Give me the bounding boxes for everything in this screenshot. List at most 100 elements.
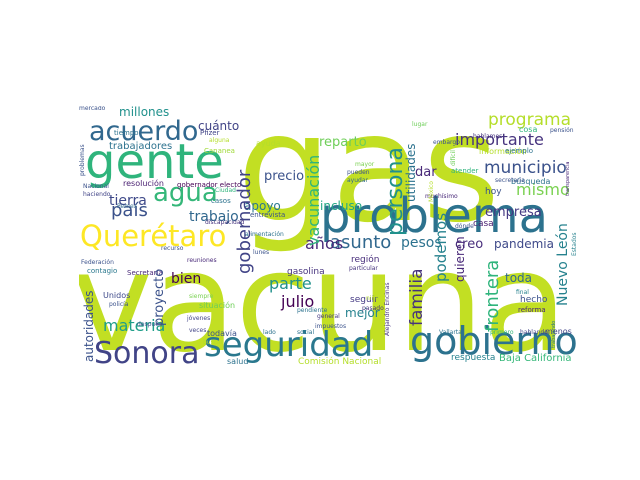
word-transparencia: transparencia [565,161,571,197]
word-alejandro-encinas: Alejandro Encinas [384,282,391,337]
word-jovenes: jóvenes [187,315,211,322]
word-trabajadores: trabajadores [109,141,173,152]
word-empresa: empresa [485,205,542,220]
word-despues: después [137,321,163,328]
word-mejor: mejor [345,306,380,320]
word-asunto: asunto [330,232,392,253]
word-julio: julio [281,292,315,311]
word-cananea: Cananea [204,147,235,155]
word-pais: país [111,200,148,221]
word-primero: primero [490,329,514,336]
word-social: social [297,329,315,336]
word-busqueda: búsqueda [511,177,551,186]
word-entrevista: entrevista [250,211,286,219]
word-podemos: podemos [432,212,450,282]
word-casos: casos [211,197,231,205]
word-trabajando: trabajando [551,320,557,348]
word-informacion: información [479,147,527,156]
word-proyecto: proyecto [152,268,167,326]
word-importante: importante [455,130,544,149]
word-donde: dónde [455,223,474,230]
word-resolucion: resolución [123,179,164,188]
word-ayudar: ayudar [347,177,368,184]
word-reforma: reforma [518,306,546,314]
word-ciudad: Ciudad [215,187,236,194]
word-mismo: mismo [516,180,570,199]
word-lugar: lugar [412,121,428,128]
word-pendiente: pendiente [297,307,328,314]
word-tierra: tierra [109,193,147,209]
word-alguna: alguna [209,137,230,144]
word-trabajo: trabajo [189,209,239,225]
word-vallarta: Vallarta [439,329,462,336]
word-apoyo: apoyo [244,199,281,213]
word-toda: toda [505,271,533,285]
word-casa: casa [473,219,494,229]
word-federacion: Federación [81,259,114,266]
word-materia: materia [103,316,166,335]
word-impuestos: impuestos [315,323,347,330]
word-salud: salud [227,357,249,366]
word-gobernador-electo: gobernador electo [177,181,242,189]
word-buscar: buscar [203,339,224,346]
word-pueden: pueden [347,169,370,176]
word-sonora: Sonora [94,336,200,371]
word-ejemplo: ejemplo [505,147,534,155]
word-final: final [516,289,529,296]
word-lunes: lunes [253,249,270,256]
word-parte: parte [269,274,312,293]
word-pasado: pasado [362,305,384,312]
word-secretaria: Secretaría [127,269,163,277]
word-hablando: hablando [520,329,548,336]
word-alimentacion: alimentación [245,231,284,238]
word-seguridad: seguridad [204,325,374,365]
word-baja-california: Baja California [499,353,572,364]
word-gas: gas [237,106,500,256]
word-mexico: México [428,181,435,202]
word-recurso: recurso [161,245,184,252]
word-reparto: reparto [319,135,367,150]
word-nacional: Nacional [83,183,109,190]
word-precio: precio [264,169,305,184]
word-hablamos: hablamos [473,133,503,140]
word-cloud: gas vacuna problema gente gobierno segur… [79,106,577,371]
word-vacuna: vacuna [79,222,568,372]
word-millones: millones [119,106,170,119]
word-programa: programa [488,110,571,130]
word-vacunacion: vacunación [304,154,323,246]
word-region: región [351,255,380,265]
word-unidos: Unidos [103,291,131,300]
word-gobernador: gobernador [234,169,255,274]
word-ayuda: ayuda [256,139,281,148]
word-anos: años [305,234,344,253]
word-tiempo: tiempo [114,129,139,137]
word-lado: lado [263,329,276,336]
word-comision-nacional: Comisión Nacional [298,357,382,367]
word-haciendo: haciendo [83,191,111,198]
word-nino: niño [366,295,379,302]
word-cuanto: cuánto [198,119,240,133]
word-reuniones: reuniones [187,257,217,264]
word-gente: gente [85,134,224,190]
word-municipio: municipio [484,158,567,178]
word-problema: problema [320,188,549,244]
word-utilidades: utilidades [404,143,418,202]
word-particular: particular [349,265,378,272]
word-todavia: todavía [207,329,237,338]
word-siempre: siempre [189,293,214,300]
word-secretaria-lower: secretaria [495,177,525,184]
word-contagio: contagio [87,267,118,275]
word-hoy: hoy [485,187,502,197]
word-pfizer: Pfizer [200,129,220,137]
word-familia: familia [407,268,427,326]
word-estados: Estados [571,232,577,256]
word-problemas: problemas [79,144,86,176]
word-nuevo-leon: Nuevo León [555,223,571,306]
word-embargo: embargo [433,139,460,146]
word-respuesta: respuesta [451,353,496,363]
word-autoridades: autoridades [82,290,96,363]
word-pemex: Pemex [117,203,138,210]
word-dificil: difícil [450,150,457,166]
word-mayor: mayor [355,161,375,168]
word-bien: bien [171,271,202,287]
